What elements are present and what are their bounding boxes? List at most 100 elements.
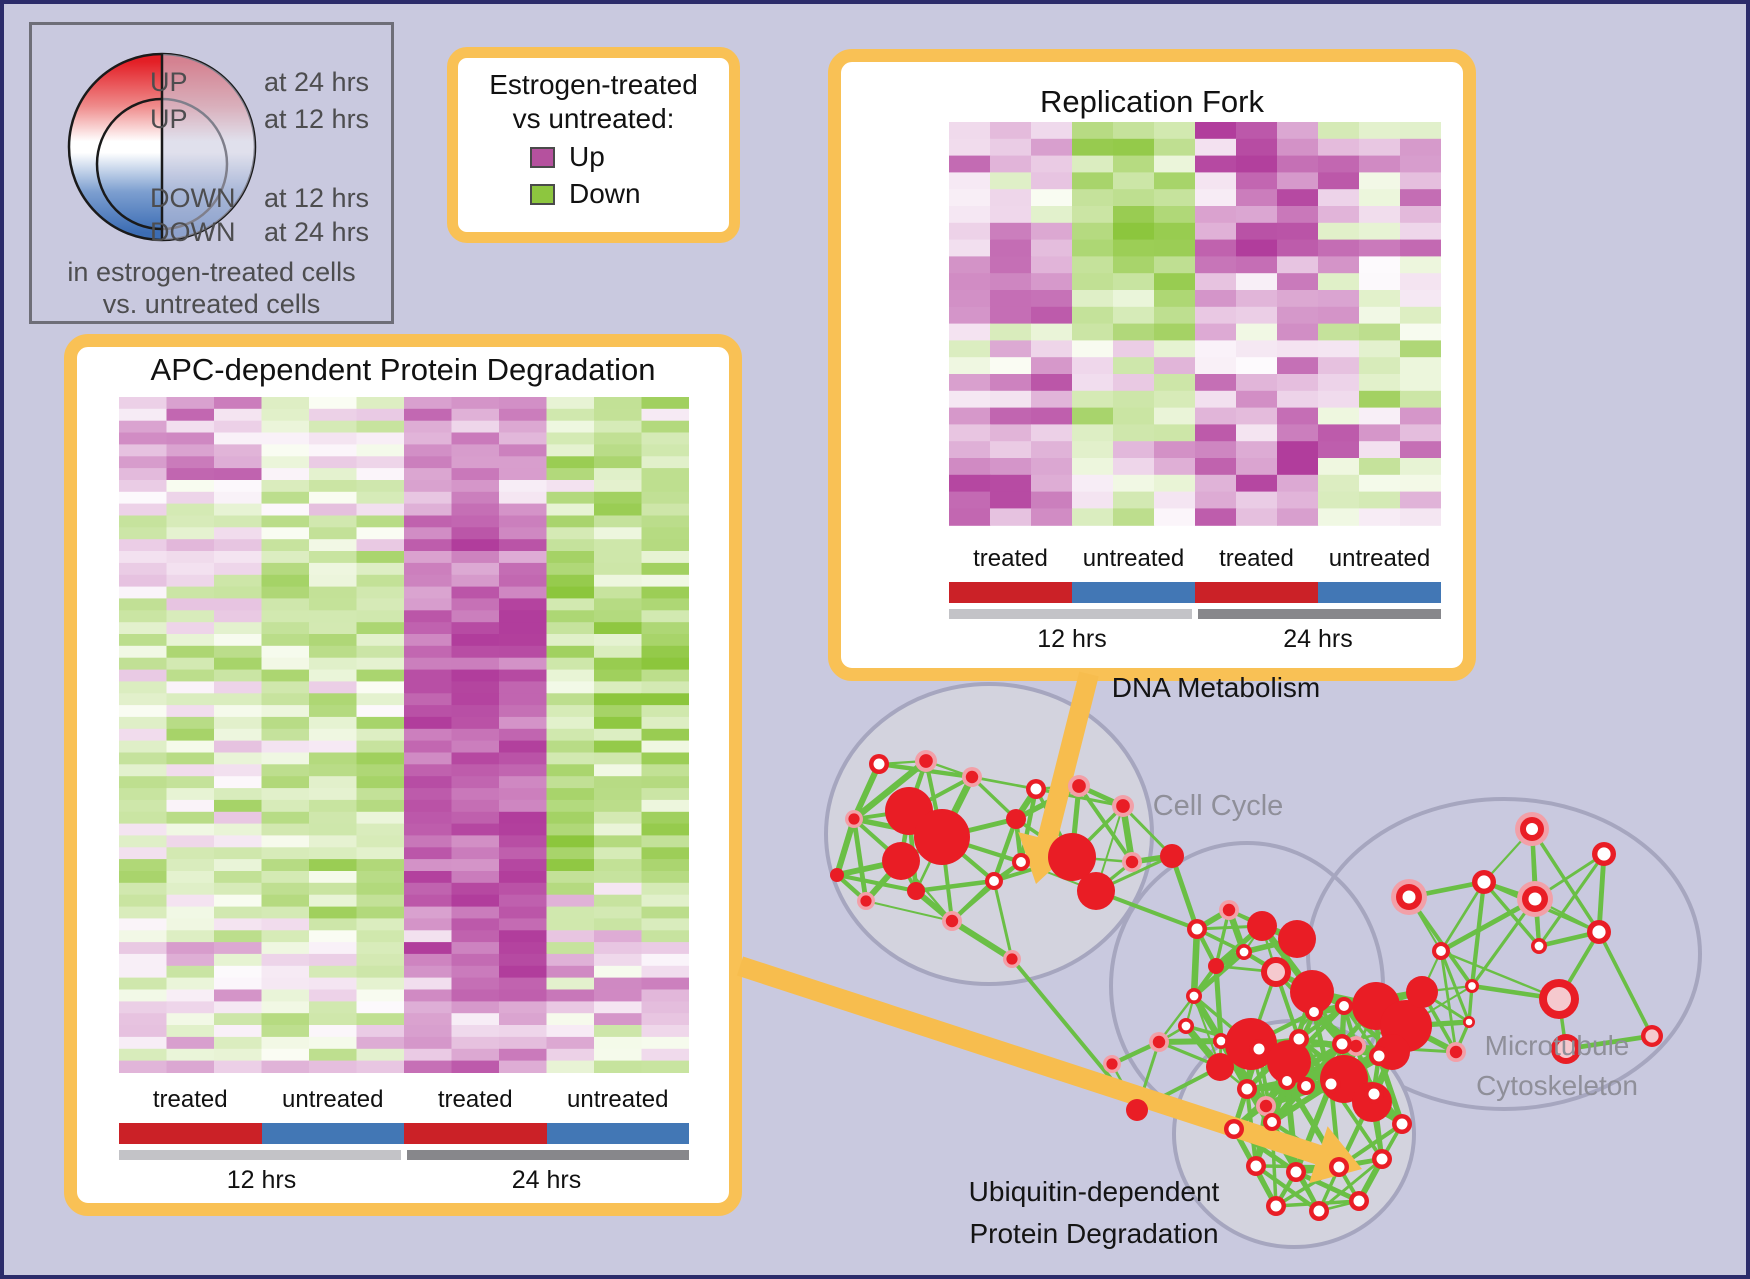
heatmap-cells <box>949 122 1441 526</box>
treated-bar <box>1195 582 1318 604</box>
legend-direction: UP <box>150 67 188 97</box>
ubiquitin-label-line2: Protein Degradation <box>969 1218 1219 1249</box>
network-node-pink <box>1103 1055 1121 1073</box>
color-legend-title-line1: Estrogen-treated <box>489 69 698 100</box>
legend-time: at 12 hrs <box>264 104 370 134</box>
cluster-microtubule-cytoskeleton <box>1306 797 1702 1111</box>
replication-fork-panel: Replication Fork treated untreated treated… <box>828 49 1476 681</box>
network-node-solid <box>1126 1099 1148 1121</box>
network-node-bigpink <box>1641 1025 1663 1047</box>
legend-time: at 24 hrs <box>264 67 370 97</box>
ubiquitin-label-line1: Ubiquitin-dependent <box>968 1176 1220 1207</box>
updown-legend-box: UP at 24 hrs UP at 12 hrs DOWN at 12 hrs… <box>29 22 394 324</box>
network-node-solid <box>1208 958 1224 974</box>
network-node-pink <box>962 767 982 787</box>
network-node-pink <box>1149 1032 1169 1052</box>
legend-item-up: Up <box>530 141 729 173</box>
network-node-solid <box>885 787 933 835</box>
network-node-ring <box>1178 1018 1194 1034</box>
apc-panel-title: APC-dependent Protein Degradation <box>150 352 656 387</box>
network-node-ring <box>1432 942 1450 960</box>
network-node-pink <box>915 750 937 772</box>
legend-item-down: Down <box>530 178 729 210</box>
network-node-solid <box>1247 911 1277 941</box>
cluster-cell-cycle <box>1109 841 1385 1131</box>
cluster-ubiquitin-degradation <box>1172 1019 1416 1249</box>
network-node-pink <box>1446 1042 1466 1062</box>
network-node-ring <box>1224 1119 1244 1139</box>
network-node-ring <box>1372 1149 1392 1169</box>
color-legend-box: Estrogen-treated vs untreated: Up Down <box>447 47 740 243</box>
legend-caption-line1: in estrogen-treated cells <box>67 257 356 287</box>
network-node-ring <box>1297 1077 1315 1095</box>
cell-cycle-label: Cell Cycle <box>1152 790 1284 822</box>
24hrs-bar <box>1198 609 1441 620</box>
network-node-pink <box>942 911 962 931</box>
12hrs-bar <box>119 1150 401 1161</box>
apc-heatmap <box>119 397 689 1073</box>
color-legend-title-line2: vs untreated: <box>512 103 675 134</box>
network-node-ring <box>1587 920 1611 944</box>
network-node-solid <box>1406 976 1438 1008</box>
network-node-bigpink <box>1261 957 1291 987</box>
network-node-bigpink <box>1539 979 1579 1019</box>
network-node-solid <box>1290 970 1334 1014</box>
network-node-solid <box>830 868 844 882</box>
network-node-pink <box>1122 852 1142 872</box>
network-node-ring <box>1186 988 1202 1004</box>
legend-direction: DOWN <box>150 183 236 213</box>
condition-label: untreated <box>567 1086 669 1114</box>
network-node-ring <box>869 754 889 774</box>
condition-label: untreated <box>282 1086 384 1114</box>
network-node-solid <box>1225 1018 1277 1070</box>
dna-metabolism-label: DNA Metabolism <box>1111 672 1321 703</box>
network-node-ring <box>1392 1114 1412 1134</box>
untreated-bar <box>546 1123 689 1145</box>
up-label: Up <box>569 141 605 172</box>
network-node-pink <box>1112 795 1134 817</box>
legend-direction: UP <box>150 104 188 134</box>
network-node-solid <box>1352 1082 1392 1122</box>
network-node-ring <box>1266 1196 1286 1216</box>
down-label: Down <box>569 178 641 209</box>
network-node-solid <box>1160 844 1184 868</box>
condition-label: untreated <box>1082 545 1185 573</box>
network-node-solid <box>1374 1034 1410 1070</box>
network-edges <box>834 758 1654 1213</box>
network-node-pink <box>1256 1096 1276 1116</box>
condition-label: untreated <box>1328 545 1431 573</box>
network-node-ring <box>1472 870 1496 894</box>
network-node-ring <box>1329 1157 1349 1177</box>
24hrs-bar <box>407 1150 689 1161</box>
heatmap-cells <box>119 397 689 1073</box>
network-node-pink <box>1068 775 1090 797</box>
network-node-pink <box>845 810 863 828</box>
network-node-ring <box>1263 1113 1281 1131</box>
condition-label: treated <box>152 1086 228 1114</box>
network-node-ring <box>1278 1072 1296 1090</box>
network-node-solid <box>1380 1000 1432 1052</box>
rf-heatmap <box>949 122 1441 526</box>
legend-time: at 12 hrs <box>264 183 370 213</box>
network-node-ring <box>1286 1162 1306 1182</box>
up-color-swatch <box>530 146 555 168</box>
untreated-bar <box>1072 582 1195 604</box>
network-node-solid <box>1048 833 1096 881</box>
network-node-solid <box>1006 809 1026 829</box>
rf-panel-title: Replication Fork <box>1040 84 1264 119</box>
network-node-pink <box>857 892 875 910</box>
network-node-halo <box>1391 879 1427 915</box>
condition-label: treated <box>1219 545 1294 573</box>
network-node-ring <box>1237 1079 1257 1099</box>
network-node-ring <box>1531 938 1547 954</box>
link-arrows <box>736 671 1362 1184</box>
network-node-pink <box>1346 1036 1366 1056</box>
network-node-ring <box>1236 944 1252 960</box>
apc-degradation-panel: APC-dependent Protein Degradation treate… <box>64 334 742 1216</box>
treated-bar <box>949 582 1072 604</box>
network-node-halo <box>1515 812 1549 846</box>
network-node-ring <box>1305 1003 1323 1021</box>
network-node-ring <box>1463 1016 1475 1028</box>
network-node-ring <box>1592 842 1616 866</box>
